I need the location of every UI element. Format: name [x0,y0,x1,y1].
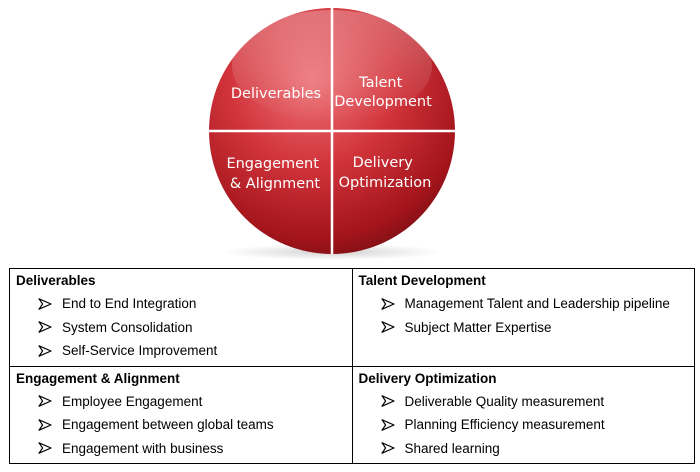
quadrant-label-line: & Alignment [230,176,321,192]
list-item: Deliverable Quality measurement [380,390,689,414]
arrow-bullet-icon [38,344,52,357]
list-item: Engagement with business [38,437,346,461]
cell-title: Talent Development [358,273,486,288]
table-row: Engagement & Alignment Employee Engagemen… [9,365,695,464]
arrow-bullet-icon [38,442,52,455]
table-cell-deliverables: Deliverables End to End Integration System… [9,268,353,367]
list-item: Planning Efficiency measurement [380,413,689,437]
bullet-list: End to End Integration System Consolidati… [16,292,346,363]
arrow-bullet-icon [38,395,52,408]
list-item: End to End Integration [38,292,346,316]
list-item-label: Employee Engagement [62,393,203,409]
quadrant-label-talent-development: Talent Development [334,75,432,110]
arrow-bullet-icon [380,442,395,455]
list-item: Subject Matter Expertise [380,316,689,340]
bullet-list: Deliverable Quality measurement Planning … [359,390,689,461]
list-item-label: System Consolidation [62,319,193,335]
list-item-label: Management Talent and Leadership pipelin… [404,296,670,311]
list-item: Self-Service Improvement [38,339,346,363]
table-cell-delivery-optimization: Delivery Optimization Deliverable Quality… [351,365,695,464]
list-item: Employee Engagement [38,390,346,414]
arrow-bullet-icon [380,395,395,408]
arrow-bullet-icon [380,418,395,431]
arrow-bullet-icon [38,297,52,310]
bullet-list: Employee Engagement Engagement between gl… [16,390,346,461]
table-cell-talent-development: Talent Development Management Talent and … [351,268,695,367]
bullet-list: Management Talent and Leadership pipelin… [359,292,689,339]
list-item-label: Planning Efficiency measurement [404,417,605,432]
list-item-label: Shared learning [404,440,500,456]
arrow-bullet-icon [38,418,52,431]
quadrant-label-line: Talent [358,75,402,91]
list-item-label: Self-Service Improvement [62,343,218,358]
cell-title: Engagement & Alignment [16,370,180,386]
list-item: Shared learning [380,437,689,461]
details-table: Deliverables End to End Integration System… [9,268,695,464]
table-row: Deliverables End to End Integration System… [9,268,695,367]
arrow-bullet-icon [380,297,395,310]
list-item-label: Engagement between global teams [62,417,274,432]
list-item-label: Deliverable Quality measurement [404,393,605,409]
list-item-label: Subject Matter Expertise [404,319,552,335]
list-item-label: End to End Integration [62,296,197,311]
list-item: Engagement between global teams [38,413,346,437]
quadrant-label-delivery-optimization: Delivery Optimization [339,155,432,191]
quadrant-label-line: Delivery [353,155,414,171]
quadrant-label-line: Engagement [226,156,319,172]
cell-title: Deliverables [16,273,96,288]
list-item: System Consolidation [38,316,346,340]
list-item: Management Talent and Leadership pipelin… [380,292,689,316]
arrow-bullet-icon [38,321,52,334]
quadrant-label-deliverables: Deliverables [231,86,321,102]
quadrant-label-engagement-alignment: Engagement & Alignment [226,156,323,192]
arrow-bullet-icon [380,321,395,334]
list-item-label: Engagement with business [62,440,224,456]
quadrant-circle-diagram: Deliverables Talent Development Engageme… [209,8,455,260]
table-cell-engagement-alignment: Engagement & Alignment Employee Engagemen… [9,365,353,464]
quadrant-label-line: Optimization [339,175,432,191]
quadrant-label-line: Development [334,94,432,110]
cell-title: Delivery Optimization [358,370,497,386]
